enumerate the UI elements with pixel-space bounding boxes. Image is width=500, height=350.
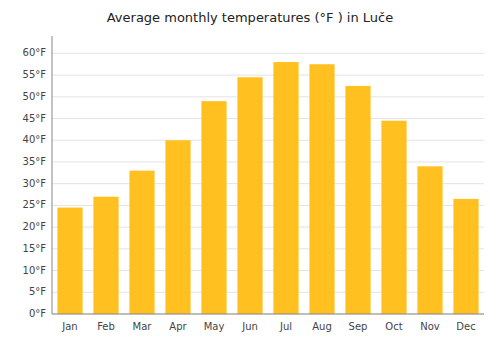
x-tick-label: Sep [349,321,368,332]
bar [273,62,298,314]
bar [237,77,262,314]
x-ticks: Jan Feb Mar Apr May Jun Jul Aug Sep Oct Nov Dec [61,321,475,332]
y-tick-label: 35°F [23,156,47,167]
bar [165,140,190,314]
y-tick-label: 15°F [23,243,47,254]
grid-line [52,140,484,141]
bar [381,121,406,314]
bar [345,86,370,314]
x-tick-label: Aug [312,321,332,332]
y-tick-label: 10°F [23,265,47,276]
grid-line [52,53,484,54]
grid-line [52,96,484,97]
chart: 0°F 5°F 10°F 15°F 20°F 25°F 30°F 35°F 40°F 45°F 50… [0,0,500,350]
x-tick-label: May [204,321,225,332]
y-tick-label: 20°F [23,221,47,232]
y-tick-label: 40°F [23,134,47,145]
grid-line [52,314,484,315]
y-ticks: 0°F 5°F 10°F 15°F 20°F 25°F 30°F 35°F 40°F 45°F 50… [23,47,47,319]
grid-line [52,118,484,119]
y-tick-label: 50°F [23,91,47,102]
grid-line [52,75,484,76]
grid-line [52,161,484,162]
y-tick-label: 45°F [23,113,47,124]
y-tick-label: 25°F [23,199,47,210]
bar [309,64,334,314]
y-tick-label: 55°F [23,69,47,80]
bar [417,166,442,314]
x-axis-line [52,314,484,315]
y-tick-label: 60°F [23,47,47,58]
title: Average monthly temperatures (°F ) in Lu… [107,10,394,25]
x-tick-label: Jun [241,321,258,332]
y-tick-label: 5°F [29,286,46,297]
y-axis-line [52,36,53,314]
x-tick-label: Mar [133,321,153,332]
chart-container: 0°F 5°F 10°F 15°F 20°F 25°F 30°F 35°F 40°F 45°F 50… [0,0,500,350]
y-tick-label: 30°F [23,178,47,189]
x-tick-label: Apr [169,321,187,332]
x-tick-label: Dec [456,321,475,332]
bar [453,199,478,314]
x-tick-label: Jan [61,321,77,332]
bar [201,101,226,314]
bars [57,62,478,314]
x-tick-label: Jul [279,321,292,332]
bar [129,171,154,314]
bar [57,208,82,314]
x-tick-label: Oct [385,321,402,332]
grid [52,53,484,314]
y-tick-label: 0°F [29,308,46,319]
bar [93,197,118,314]
x-tick-label: Feb [97,321,115,332]
x-tick-label: Nov [420,321,440,332]
